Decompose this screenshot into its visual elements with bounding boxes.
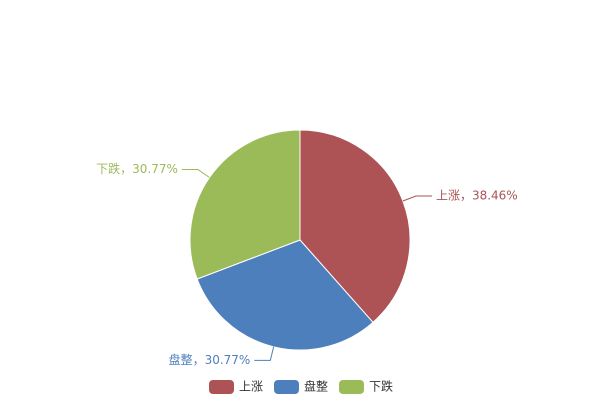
leader-line [181, 169, 210, 178]
leader-line [254, 346, 275, 361]
pie-slice [299, 129, 411, 324]
data-label: 下跌，30.77% [96, 161, 178, 176]
legend-label[interactable]: 上涨 [239, 379, 263, 394]
data-label: 上涨，38.46% [436, 188, 518, 203]
pie-slice [196, 239, 374, 351]
legend-swatch[interactable] [274, 380, 299, 394]
data-label: 盘整，30.77% [169, 352, 251, 367]
leader-line [402, 195, 432, 202]
legend-swatch[interactable] [209, 380, 234, 394]
pie-slice [189, 129, 301, 280]
legend-swatch[interactable] [339, 380, 364, 394]
legend-label[interactable]: 盘整 [304, 379, 328, 394]
legend-label[interactable]: 下跌 [369, 379, 393, 394]
